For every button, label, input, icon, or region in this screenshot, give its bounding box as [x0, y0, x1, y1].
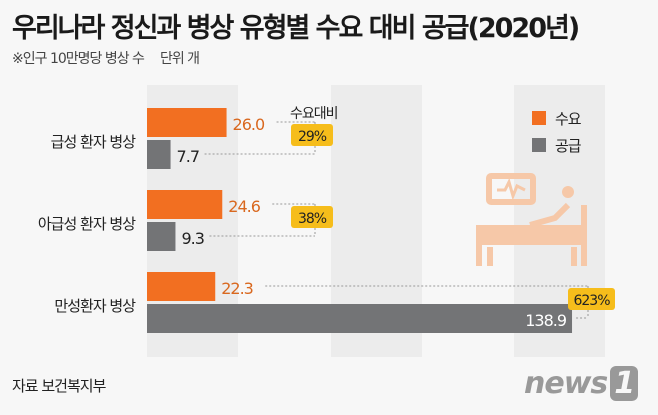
demand-value-label: 24.6 [228, 197, 260, 216]
legend-label: 수요 [555, 110, 582, 128]
supply-value-label: 7.7 [177, 147, 199, 166]
demand-bar [147, 272, 216, 301]
ratio-value: 623% [573, 293, 610, 309]
chart-title: 우리나라 정신과 병상 유형별 수요 대비 공급(2020년) [12, 13, 580, 44]
supply-value-label: 9.3 [181, 229, 203, 248]
news1-logo: news 1 [524, 366, 639, 401]
ratio-header: 수요대비 [290, 106, 338, 122]
source-label: 자료 보건복지부 [12, 377, 106, 395]
ratio-badge [291, 206, 333, 228]
category-label: 만성환자 병상 [54, 297, 136, 315]
ratio-badge [291, 124, 333, 146]
supply-bar [147, 304, 573, 333]
supply-bar [147, 222, 176, 251]
demand-bar [147, 190, 223, 219]
supply-value-label: 138.9 [525, 311, 567, 330]
supply-bar [147, 140, 171, 169]
category-label: 아급성 환자 병상 [38, 215, 136, 233]
legend-swatch [532, 138, 546, 152]
chart-subtitle: ※인구 10만명당 병상 수 단위 개 [12, 48, 200, 68]
unit-label: 단위 개 [159, 51, 200, 67]
demand-bar [147, 108, 227, 137]
legend-label: 공급 [555, 137, 582, 155]
ratio-value: 38% [298, 211, 327, 227]
ratio-badge [568, 288, 615, 310]
demand-value-label: 22.3 [221, 279, 253, 298]
demand-value-label: 26.0 [233, 115, 265, 134]
legend-swatch [532, 111, 546, 125]
category-label: 급성 환자 병상 [51, 133, 137, 151]
subtitle-note: ※인구 10만명당 병상 수 [12, 51, 145, 67]
hospital-bed-patient-icon [476, 173, 587, 266]
ratio-value: 29% [298, 129, 327, 145]
